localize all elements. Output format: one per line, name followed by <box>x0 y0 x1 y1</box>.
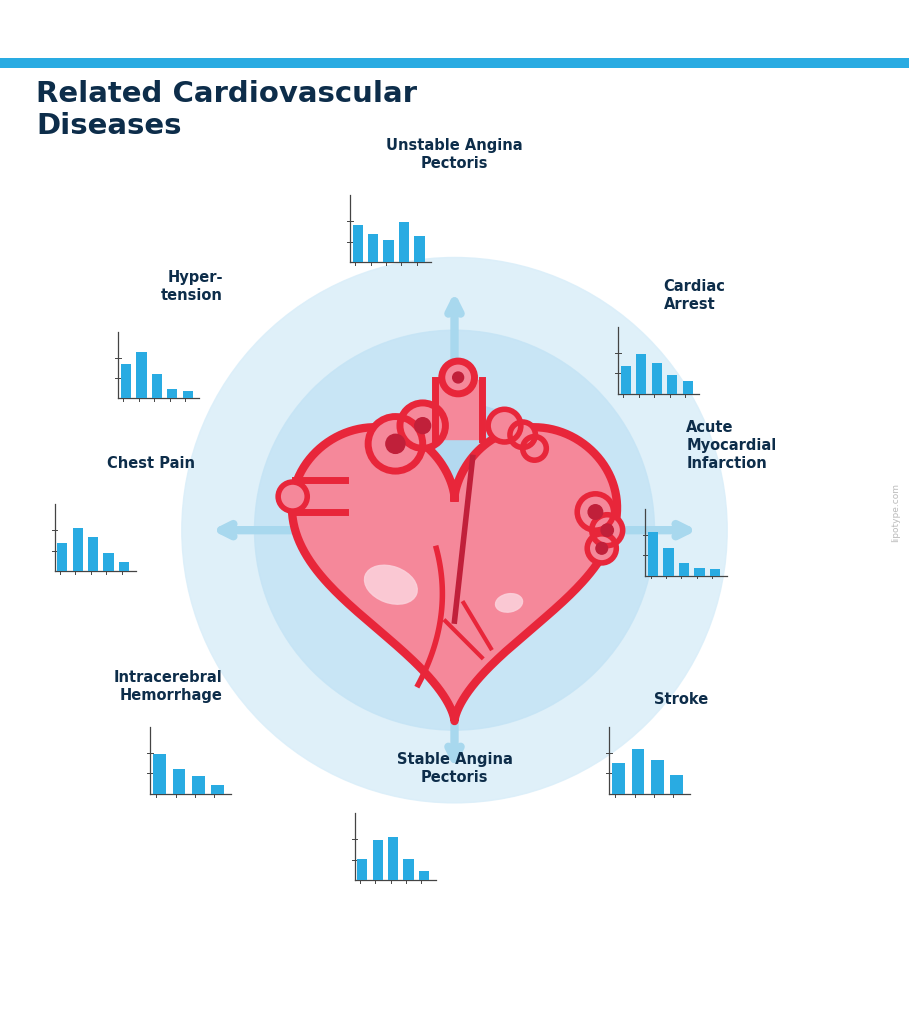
Text: Cardiac
Arrest: Cardiac Arrest <box>664 279 725 312</box>
Circle shape <box>182 257 727 803</box>
Text: Acute
Myocardial
Infarction: Acute Myocardial Infarction <box>686 420 776 471</box>
Circle shape <box>577 494 614 530</box>
Bar <box>694 568 704 575</box>
Bar <box>57 544 67 571</box>
Ellipse shape <box>365 565 417 604</box>
Circle shape <box>523 436 546 460</box>
Text: Unstable Angina
Pectoris: Unstable Angina Pectoris <box>386 138 523 171</box>
Bar <box>632 750 644 794</box>
Bar <box>0 57 909 69</box>
Circle shape <box>255 330 654 730</box>
Circle shape <box>601 524 614 537</box>
Bar <box>636 353 646 394</box>
Bar <box>710 569 720 575</box>
Circle shape <box>415 418 431 433</box>
Bar <box>648 532 658 575</box>
Bar <box>368 234 378 262</box>
Bar <box>119 562 129 571</box>
Bar <box>652 362 662 394</box>
Text: Intracerebral
Hemorrhage: Intracerebral Hemorrhage <box>114 670 223 702</box>
Circle shape <box>442 361 474 394</box>
Text: lipotype.com: lipotype.com <box>891 482 900 542</box>
Bar <box>173 769 185 794</box>
Bar <box>211 784 224 794</box>
Ellipse shape <box>495 594 523 612</box>
Bar <box>154 754 166 794</box>
Bar <box>388 837 398 881</box>
Bar <box>353 225 363 262</box>
Bar <box>683 382 693 394</box>
Bar <box>384 241 394 262</box>
Circle shape <box>587 534 616 563</box>
Bar <box>613 763 625 794</box>
Bar <box>664 548 674 575</box>
Text: Chest Pain: Chest Pain <box>107 456 195 471</box>
Circle shape <box>596 543 607 554</box>
Polygon shape <box>292 427 617 721</box>
Text: Stroke: Stroke <box>654 692 709 708</box>
Bar <box>192 776 205 794</box>
FancyArrowPatch shape <box>448 670 461 759</box>
Bar <box>399 222 409 262</box>
Circle shape <box>327 402 582 657</box>
Circle shape <box>510 422 535 447</box>
Text: Stable Angina
Pectoris: Stable Angina Pectoris <box>396 752 513 784</box>
Circle shape <box>592 515 623 546</box>
Bar <box>667 375 677 394</box>
Circle shape <box>453 372 464 383</box>
Text: Hyper-
tension: Hyper- tension <box>161 270 223 303</box>
Circle shape <box>278 482 307 511</box>
Text: Related Cardiovascular
Diseases: Related Cardiovascular Diseases <box>36 80 417 139</box>
Bar <box>183 391 193 398</box>
Bar <box>357 858 367 881</box>
Bar <box>415 237 425 262</box>
Circle shape <box>488 410 521 442</box>
Bar <box>136 352 146 398</box>
FancyArrowPatch shape <box>221 524 315 537</box>
Circle shape <box>368 417 423 471</box>
FancyArrowPatch shape <box>448 301 461 391</box>
Bar <box>88 538 98 571</box>
Bar <box>670 775 683 794</box>
Circle shape <box>588 505 603 519</box>
Circle shape <box>385 434 405 454</box>
Bar <box>373 840 383 881</box>
FancyArrowPatch shape <box>594 524 688 537</box>
Bar <box>651 760 664 794</box>
Bar <box>104 553 114 571</box>
Bar <box>621 366 631 394</box>
Bar <box>679 563 689 575</box>
Bar <box>419 870 429 881</box>
Circle shape <box>400 402 445 449</box>
Bar <box>73 527 83 571</box>
Bar <box>404 858 414 881</box>
Bar <box>152 374 162 398</box>
Bar <box>167 389 177 398</box>
Bar <box>121 365 131 398</box>
